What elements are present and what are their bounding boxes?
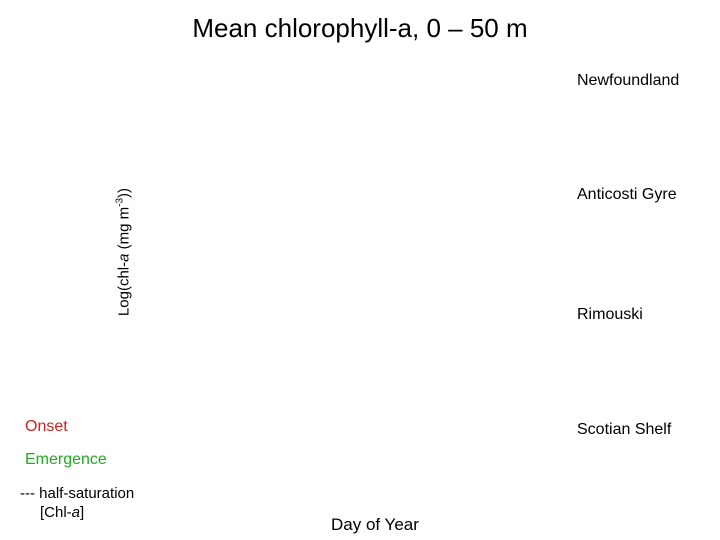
y-axis-label-middle: (mg m <box>115 206 133 254</box>
y-axis-label-prefix: Log(chl- <box>115 261 133 317</box>
legend-emergence: Emergence <box>25 451 107 468</box>
legend-half-saturation-italic: a <box>71 504 81 521</box>
legend-half-saturation-prefix: [Chl- <box>40 504 72 521</box>
legend-half-saturation-suffix: ] <box>80 504 85 521</box>
legend-half-saturation: --- half-saturation [Chl-a] <box>20 484 134 522</box>
x-axis-label: Day of Year <box>331 515 419 534</box>
y-axis-label-suffix: )) <box>115 187 133 198</box>
y-axis-label-sup: -3 <box>114 197 126 207</box>
y-axis-label-italic: a <box>115 253 133 262</box>
y-axis-label: Log(chl-a (mg m-3)) <box>114 187 133 317</box>
legend-half-saturation-line1: --- half-saturation <box>20 485 135 502</box>
legend-half-saturation-line2: [Chl-a] <box>20 503 134 522</box>
chart-title: Mean chlorophyll-a, 0 – 50 m <box>0 13 720 44</box>
panel-label-newfoundland: Newfoundland <box>577 72 680 89</box>
panel-label-scotian-shelf: Scotian Shelf <box>577 421 672 438</box>
legend-onset: Onset <box>25 418 68 435</box>
panel-label-rimouski: Rimouski <box>577 306 643 323</box>
panel-label-anticosti-gyre: Anticosti Gyre <box>577 186 677 203</box>
chart-title-text: Mean chlorophyll-a, 0 – 50 m <box>192 13 528 43</box>
